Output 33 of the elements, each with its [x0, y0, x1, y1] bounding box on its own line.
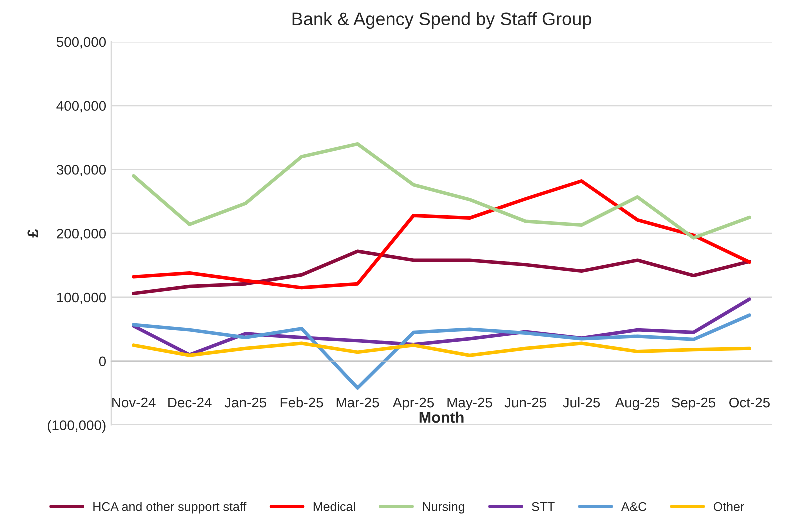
y-tick-label: 300,000 — [56, 165, 106, 177]
x-tick-label: Oct-25 — [730, 398, 770, 408]
x-tick-label: Feb-25 — [280, 397, 324, 408]
x-tick-label: Sep-25 — [672, 398, 716, 410]
chart-title: Bank & Agency Spend by Staff Group — [292, 12, 592, 30]
x-axis-title: Month — [420, 412, 464, 424]
line-series — [132, 314, 752, 390]
x-tick-label: Jan-25 — [224, 398, 266, 408]
x-tick-label: Aug-25 — [615, 398, 660, 410]
legend-label: A&C — [621, 502, 647, 512]
line-series — [132, 180, 752, 290]
y-tick-label: 400,000 — [56, 101, 106, 113]
y-tick-label: 500,000 — [56, 37, 106, 49]
x-tick-label: Jun-25 — [504, 398, 546, 408]
y-axis-title: £ — [28, 230, 38, 238]
x-tick-label: Dec-24 — [168, 398, 212, 408]
x-tick-label: May-25 — [448, 398, 492, 410]
x-tick-label: Jul-25 — [563, 397, 600, 408]
legend-label: Other — [714, 502, 744, 512]
legend-label: HCA and other support staff — [94, 502, 247, 514]
legend-label: Medical — [314, 502, 356, 512]
legend-label: Nursing — [423, 502, 464, 514]
x-tick-label: Mar-25 — [336, 398, 380, 408]
legend-label: STT — [532, 502, 555, 512]
x-tick-label: Nov-24 — [112, 398, 156, 408]
line-series — [132, 142, 752, 240]
y-tick-label: 100,000 — [57, 292, 106, 304]
y-tick-label: 0 — [99, 356, 106, 367]
y-tick-label: (100,000) — [48, 420, 106, 434]
x-tick-label: Apr-25 — [392, 398, 434, 410]
line-series — [132, 342, 752, 358]
y-tick-label: 200,000 — [57, 228, 106, 240]
line-series — [132, 250, 752, 296]
